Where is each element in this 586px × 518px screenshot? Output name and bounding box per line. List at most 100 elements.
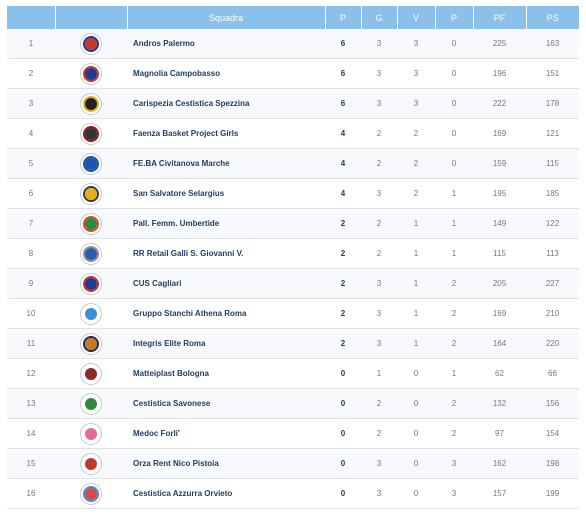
logo-cell: [55, 358, 127, 389]
table-row[interactable]: 4 Faenza Basket Project Girls 4 2 2 0 169 121: [7, 118, 579, 149]
games-cell: 2: [361, 418, 397, 449]
team-name-link[interactable]: Orza Rent Nico Pistoia: [127, 448, 325, 479]
losses-cell: 0: [435, 29, 473, 59]
losses-cell: 1: [435, 178, 473, 209]
header-points-against[interactable]: PS: [526, 6, 579, 29]
andros-palermo-logo-icon[interactable]: [80, 32, 102, 55]
team-name-link[interactable]: Pall. Femm. Umbertide: [127, 208, 325, 239]
table-row[interactable]: 7 Pall. Femm. Umbertide 2 2 1 1 149 122: [7, 208, 579, 239]
table-row[interactable]: 15 Orza Rent Nico Pistoia 0 3 0 3 162 198: [7, 448, 579, 479]
header-losses[interactable]: P: [435, 6, 474, 29]
games-cell: 2: [361, 238, 397, 269]
points-for-cell: 149: [473, 208, 526, 239]
losses-cell: 2: [435, 298, 473, 329]
position-cell: 1: [7, 29, 55, 59]
games-cell: 3: [361, 478, 397, 509]
cus-cagliari-logo-icon[interactable]: [80, 272, 102, 295]
athena-roma-logo-icon[interactable]: [80, 302, 102, 325]
points-cell: 0: [325, 448, 361, 479]
cestistica-savonese-logo-icon[interactable]: [80, 392, 102, 415]
wins-cell: 2: [397, 148, 435, 179]
team-name-link[interactable]: San Salvatore Selargius: [127, 178, 325, 209]
nico-pistoia-logo-icon[interactable]: [80, 452, 102, 475]
team-name-link[interactable]: Matteiplast Bologna: [127, 358, 325, 389]
table-row[interactable]: 10 Gruppo Stanchi Athena Roma 2 3 1 2 169 210: [7, 298, 579, 329]
table-row[interactable]: 6 San Salvatore Selargius 4 3 2 1 195 185: [7, 178, 579, 209]
team-name-link[interactable]: Gruppo Stanchi Athena Roma: [127, 298, 325, 329]
header-games[interactable]: G: [361, 6, 398, 29]
header-points[interactable]: P: [325, 6, 362, 29]
position-cell: 10: [7, 298, 55, 329]
azzurra-orvieto-logo-icon[interactable]: [80, 482, 102, 505]
team-name-link[interactable]: Andros Palermo: [127, 29, 325, 59]
games-cell: 2: [361, 388, 397, 419]
points-for-cell: 222: [473, 88, 526, 119]
losses-cell: 3: [435, 448, 473, 479]
team-name-link[interactable]: Cestistica Savonese: [127, 388, 325, 419]
wins-cell: 2: [397, 178, 435, 209]
losses-cell: 2: [435, 388, 473, 419]
points-for-cell: 225: [473, 29, 526, 59]
logo-cell: [55, 58, 127, 89]
logo-cell: [55, 238, 127, 269]
games-cell: 1: [361, 358, 397, 389]
elite-roma-logo-icon[interactable]: [80, 332, 102, 355]
team-name-link[interactable]: Carispezia Cestistica Spezzina: [127, 88, 325, 119]
header-points-for[interactable]: PF: [473, 6, 527, 29]
wins-cell: 1: [397, 328, 435, 359]
table-row[interactable]: 1 Andros Palermo 6 3 3 0 225 163: [7, 29, 579, 59]
games-cell: 3: [361, 88, 397, 119]
table-row[interactable]: 11 Integris Elite Roma 2 3 1 2 164 220: [7, 328, 579, 359]
team-name-link[interactable]: Medoc Forli': [127, 418, 325, 449]
feba-civitanova-logo-icon[interactable]: [80, 152, 102, 175]
losses-cell: 0: [435, 148, 473, 179]
header-wins[interactable]: V: [397, 6, 436, 29]
team-name-link[interactable]: Integris Elite Roma: [127, 328, 325, 359]
table-row[interactable]: 12 Matteiplast Bologna 0 1 0 1 62 66: [7, 358, 579, 389]
points-cell: 6: [325, 58, 361, 89]
points-against-cell: 227: [526, 268, 579, 299]
table-row[interactable]: 16 Cestistica Azzurra Orvieto 0 3 0 3 157 199: [7, 478, 579, 509]
wins-cell: 2: [397, 118, 435, 149]
cestistica-spezzina-logo-icon[interactable]: [80, 92, 102, 115]
points-cell: 0: [325, 478, 361, 509]
points-for-cell: 162: [473, 448, 526, 479]
points-for-cell: 159: [473, 148, 526, 179]
team-name-link[interactable]: FE.BA Civitanova Marche: [127, 148, 325, 179]
points-for-cell: 169: [473, 298, 526, 329]
umbertide-logo-icon[interactable]: [80, 212, 102, 235]
points-cell: 4: [325, 148, 361, 179]
table-row[interactable]: 2 Magnolia Campobasso 6 3 3 0 196 151: [7, 58, 579, 89]
table-row[interactable]: 13 Cestistica Savonese 0 2 0 2 132 156: [7, 388, 579, 419]
points-for-cell: 195: [473, 178, 526, 209]
standings-table: Squadra P G V P PF PS 1 Andros Palermo 6 3 3…: [7, 6, 579, 509]
team-name-link[interactable]: RR Retail Galli S. Giovanni V.: [127, 238, 325, 269]
table-row[interactable]: 8 RR Retail Galli S. Giovanni V. 2 2 1 1 115 11…: [7, 238, 579, 269]
position-cell: 6: [7, 178, 55, 209]
games-cell: 2: [361, 118, 397, 149]
table-row[interactable]: 9 CUS Cagliari 2 3 1 2 205 227: [7, 268, 579, 299]
san-salvatore-selargius-logo-icon[interactable]: [80, 182, 102, 205]
team-name-link[interactable]: Magnolia Campobasso: [127, 58, 325, 89]
games-cell: 2: [361, 208, 397, 239]
faenza-basket-logo-icon[interactable]: [80, 122, 102, 145]
wins-cell: 3: [397, 29, 435, 59]
table-row[interactable]: 3 Carispezia Cestistica Spezzina 6 3 3 0 222 17…: [7, 88, 579, 119]
header-team[interactable]: Squadra: [127, 6, 326, 29]
table-row[interactable]: 14 Medoc Forli' 0 2 0 2 97 154: [7, 418, 579, 449]
team-name-link[interactable]: Faenza Basket Project Girls: [127, 118, 325, 149]
matteiplast-bologna-logo-icon[interactable]: [80, 362, 102, 385]
logo-cell: [55, 118, 127, 149]
logo-cell: [55, 208, 127, 239]
team-name-link[interactable]: Cestistica Azzurra Orvieto: [127, 478, 325, 509]
points-against-cell: 185: [526, 178, 579, 209]
table-row[interactable]: 5 FE.BA Civitanova Marche 4 2 2 0 159 115: [7, 148, 579, 179]
galli-san-giovanni-logo-icon[interactable]: [80, 242, 102, 265]
logo-cell: [55, 448, 127, 479]
position-cell: 9: [7, 268, 55, 299]
magnolia-campobasso-logo-icon[interactable]: [80, 62, 102, 85]
wins-cell: 1: [397, 208, 435, 239]
medoc-forli-logo-icon[interactable]: [80, 422, 102, 445]
logo-cell: [55, 388, 127, 419]
team-name-link[interactable]: CUS Cagliari: [127, 268, 325, 299]
